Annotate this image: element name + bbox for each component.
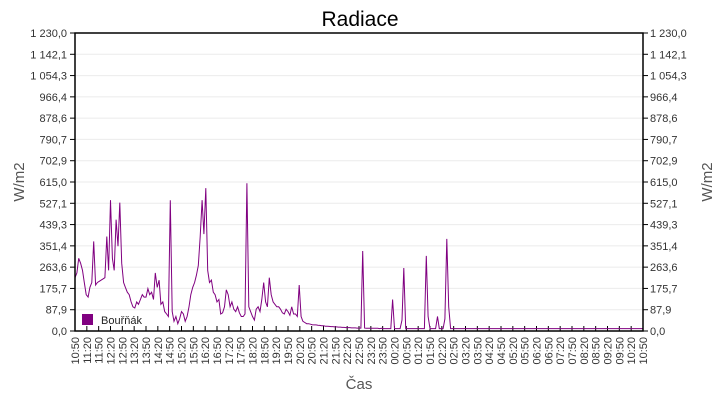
x-tick-label: 19:20 [271, 337, 283, 365]
x-tick-label: 05:20 [508, 337, 520, 365]
x-tick-label: 07:50 [567, 337, 579, 365]
x-tick-label: 14:50 [165, 337, 177, 365]
x-tick-label: 06:50 [543, 337, 555, 365]
x-tick-label: 16:20 [200, 337, 212, 365]
y-tick-label: 439,3 [39, 220, 67, 232]
y-tick-label: 1 054,3 [650, 71, 687, 83]
x-tick-label: 18:50 [259, 337, 271, 365]
y-axis-title-left: W/m2 [11, 162, 28, 201]
x-tick-label: 08:50 [591, 337, 603, 365]
x-tick-label: 09:20 [603, 337, 615, 365]
x-tick-label: 10:50 [638, 337, 650, 365]
legend-label: Bouřňák [101, 315, 142, 327]
x-tick-label: 07:20 [555, 337, 567, 365]
x-tick-label: 22:50 [354, 337, 366, 365]
x-tick-label: 19:50 [283, 337, 295, 365]
y-axis-right: 0,0 87,9 175,7 263,6 351,4 439,3 527,1 615,0 702… [643, 28, 687, 338]
x-tick-label: 20:50 [307, 337, 319, 365]
x-tick-label: 23:50 [378, 337, 390, 365]
y-tick-label: 1 142,1 [30, 49, 67, 61]
x-tick-label: 00:20 [390, 337, 402, 365]
x-tick-label: 12:20 [106, 337, 118, 365]
x-tick-label: 02:20 [437, 337, 449, 365]
x-tick-label: 13:50 [141, 337, 153, 365]
x-tick-label: 20:20 [295, 337, 307, 365]
y-tick-label: 702,9 [650, 156, 678, 168]
x-tick-label: 17:20 [224, 337, 236, 365]
x-tick-label: 12:50 [117, 337, 129, 365]
series-line-bournak [74, 183, 643, 330]
x-tick-label: 09:50 [614, 337, 626, 365]
x-tick-label: 22:20 [342, 337, 354, 365]
x-tick-label: 03:20 [461, 337, 473, 365]
y-tick-label: 878,6 [650, 113, 678, 125]
chart-title: Radiace [321, 8, 398, 31]
y-tick-label: 527,1 [39, 198, 67, 210]
x-tick-label: 23:20 [366, 337, 378, 365]
grid-lines [75, 53, 643, 311]
y-tick-label: 175,7 [39, 283, 67, 295]
y-axis-title-right: W/m2 [699, 162, 716, 201]
x-tick-label: 11:50 [94, 337, 106, 364]
x-tick-label: 21:50 [330, 337, 342, 365]
y-tick-label: 966,4 [650, 92, 678, 104]
y-tick-label: 1 142,1 [650, 49, 687, 61]
x-tick-label: 18:20 [248, 337, 260, 365]
y-tick-label: 87,9 [46, 305, 67, 317]
x-tick-label: 06:20 [532, 337, 544, 365]
y-axis-left: 0,0 87,9 175,7 263,6 351,4 439,3 527,1 615,0 702… [30, 28, 75, 338]
x-tick-label: 02:50 [449, 337, 461, 365]
y-tick-label: 175,7 [650, 283, 678, 295]
x-tick-label: 03:50 [472, 337, 484, 365]
y-tick-label: 702,9 [39, 156, 67, 168]
x-axis: 10:50 11:20 11:50 12:20 12:50 13:20 13:50 14:20… [70, 326, 650, 365]
y-tick-label: 1 230,0 [650, 28, 687, 40]
y-tick-label: 790,7 [39, 134, 67, 146]
x-tick-label: 15:50 [188, 337, 200, 365]
y-tick-label: 351,4 [39, 241, 67, 253]
y-tick-label: 615,0 [650, 177, 678, 189]
x-tick-label: 04:20 [484, 337, 496, 365]
y-tick-label: 351,4 [650, 241, 678, 253]
x-tick-label: 05:50 [520, 337, 532, 365]
y-tick-label: 0,0 [650, 326, 665, 338]
x-tick-label: 10:20 [626, 337, 638, 365]
x-tick-label: 21:20 [319, 337, 331, 365]
y-tick-label: 527,1 [650, 198, 678, 210]
x-tick-label: 08:20 [579, 337, 591, 365]
y-tick-label: 966,4 [39, 92, 67, 104]
legend: Bouřňák [82, 314, 142, 327]
x-tick-label: 15:20 [177, 337, 189, 365]
x-tick-label: 14:20 [153, 337, 165, 365]
x-tick-label: 13:20 [129, 337, 141, 365]
x-tick-label: 11:20 [82, 337, 94, 364]
y-tick-label: 439,3 [650, 220, 678, 232]
x-tick-label: 10:50 [70, 337, 82, 365]
y-tick-label: 0,0 [52, 326, 67, 338]
y-tick-label: 790,7 [650, 134, 678, 146]
x-tick-label: 17:50 [236, 337, 248, 365]
x-tick-label: 04:50 [496, 337, 508, 365]
y-tick-label: 1 230,0 [30, 28, 67, 40]
legend-swatch-icon [82, 314, 93, 325]
y-tick-label: 615,0 [39, 177, 67, 189]
y-tick-label: 263,6 [650, 262, 678, 274]
plot-frame [74, 32, 644, 332]
x-tick-label: 16:50 [212, 337, 224, 365]
y-tick-label: 87,9 [650, 305, 671, 317]
x-axis-title: Čas [346, 376, 373, 393]
x-tick-label: 01:50 [425, 337, 437, 365]
x-tick-label: 01:20 [413, 337, 425, 365]
y-tick-label: 1 054,3 [30, 71, 67, 83]
y-tick-label: 263,6 [39, 262, 67, 274]
y-tick-label: 878,6 [39, 113, 67, 125]
x-tick-label: 00:50 [401, 337, 413, 365]
